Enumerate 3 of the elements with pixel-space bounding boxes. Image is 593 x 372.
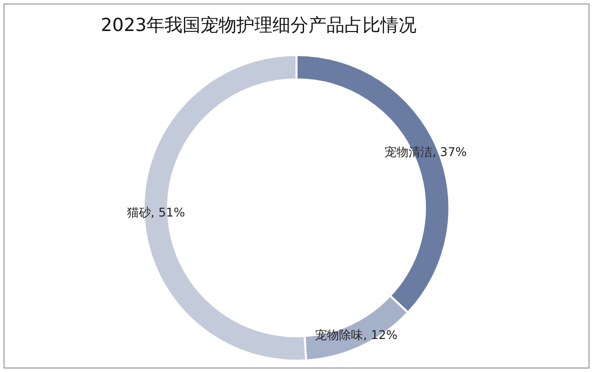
slice-label: 宠物除味, 12%: [315, 328, 398, 342]
chart-title: 2023年我国宠物护理细分产品占比情况: [100, 15, 417, 36]
slice-label: 猫砂, 51%: [126, 205, 186, 220]
